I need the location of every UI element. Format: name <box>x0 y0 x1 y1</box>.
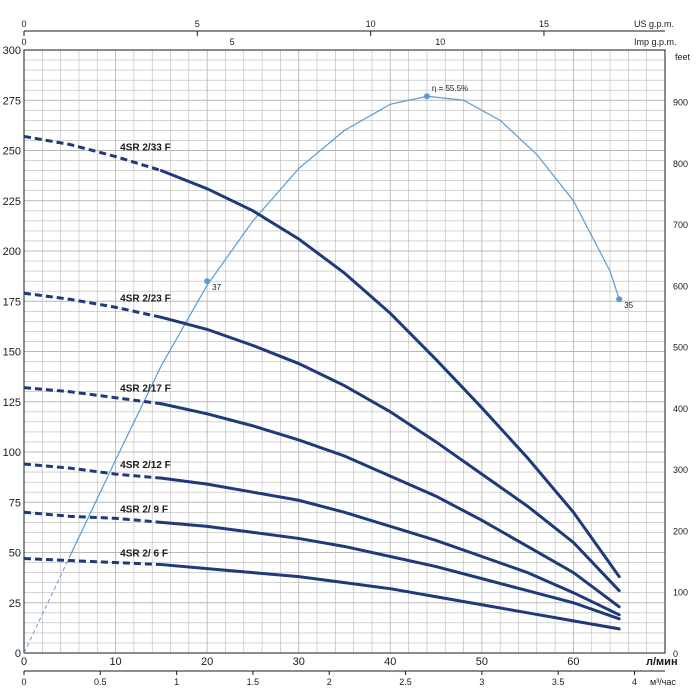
efficiency-curve-dashed <box>23 556 71 654</box>
feet-tick-label: 300 <box>673 465 688 475</box>
plot-frame <box>23 49 666 654</box>
m3h-tick-label: 2.5 <box>399 677 412 687</box>
feet-tick-label: 800 <box>673 159 688 169</box>
us-gpm-tick-label: 10 <box>366 19 376 29</box>
m3h-tick-label: 3 <box>479 677 484 687</box>
pump-curve-dashed <box>23 557 162 567</box>
y-tick-label: 50 <box>9 548 21 560</box>
efficiency-curve <box>69 95 620 557</box>
feet-tick-label: 700 <box>673 220 688 230</box>
us-gpm-tick-label: 5 <box>195 19 200 29</box>
m3h-tick-label: 2 <box>327 677 332 687</box>
y-tick-label: 25 <box>9 598 21 610</box>
pump-curve-label: 4SR 2/12 F <box>120 460 171 471</box>
m3h-tick-label: 1.5 <box>247 677 260 687</box>
us-gpm-tick-label: 15 <box>539 19 549 29</box>
m3h-tick-label: 0.5 <box>94 677 107 687</box>
y-tick-label: 100 <box>3 447 21 459</box>
pump-curve <box>159 520 621 621</box>
x-axis-label: л/мин <box>646 656 678 668</box>
feet-axis-label: feet <box>675 52 691 62</box>
pump-curve <box>159 315 621 593</box>
y-tick-label: 225 <box>3 196 21 208</box>
efficiency-marker <box>423 93 430 100</box>
y-tick-label: 275 <box>3 95 21 107</box>
x-tick-label: 60 <box>567 656 579 668</box>
feet-tick-label: 900 <box>673 98 688 108</box>
pump-curve-dashed <box>23 291 162 319</box>
y-tick-label: 75 <box>9 497 21 509</box>
pump-curve-label: 4SR 2/23 F <box>120 293 171 304</box>
imp-gpm-axis-label: Imp g.p.m. <box>634 37 677 47</box>
y-tick-label: 125 <box>3 397 21 409</box>
feet-tick-label: 500 <box>673 343 688 353</box>
pump-curve-label: 4SR 2/ 9 F <box>120 504 168 515</box>
pump-curve <box>159 563 621 631</box>
x-tick-label: 30 <box>293 656 305 668</box>
m3h-tick-label: 3.5 <box>552 677 565 687</box>
m3h-axis-label: м³/час <box>650 677 676 687</box>
pump-curve <box>159 169 621 579</box>
pump-curve-label: 4SR 2/17 F <box>120 384 171 395</box>
efficiency-marker-label: 35 <box>624 301 633 310</box>
feet-tick-label: 600 <box>673 281 688 291</box>
pump-curve-dashed <box>23 462 162 480</box>
grid-lines <box>23 49 666 654</box>
m3h-tick-label: 4 <box>632 677 637 687</box>
pump-curves-group: 4SR 2/33 F 4SR 2/23 F 4SR 2/17 F 4SR 2/12 F… <box>23 134 621 631</box>
y-tick-label: 0 <box>15 648 21 660</box>
feet-tick-label: 200 <box>673 526 688 536</box>
axis-labels: л/мин м³/час US g.p.m. Imp g.p.m. feet <box>634 19 691 687</box>
x-tick-label: 10 <box>109 656 121 668</box>
y-tick-label: 200 <box>3 246 21 258</box>
x-tick-label: 20 <box>201 656 213 668</box>
m3h-tick-label: 0 <box>21 677 26 687</box>
feet-tick-label: 100 <box>673 588 688 598</box>
efficiency-marker-label: η = 55.5% <box>432 84 468 93</box>
pump-curve-label: 4SR 2/33 F <box>120 143 171 154</box>
efficiency-marker <box>616 296 623 303</box>
pump-curve <box>159 402 621 609</box>
pump-curve-label: 4SR 2/ 6 F <box>120 549 168 560</box>
x-tick-label: 0 <box>21 656 27 668</box>
pump-curve-dashed <box>23 134 162 173</box>
us-gpm-axis-label: US g.p.m. <box>634 19 674 29</box>
x-tick-label: 50 <box>476 656 488 668</box>
pump-curve-dashed <box>23 510 162 524</box>
efficiency-marker <box>204 278 211 285</box>
pump-curve <box>159 476 621 617</box>
pump-curve-dashed <box>23 386 162 406</box>
y-tick-label: 250 <box>3 146 21 158</box>
efficiency-marker-label: 37 <box>212 283 221 292</box>
us-gpm-tick-label: 0 <box>21 19 26 29</box>
y-tick-label: 175 <box>3 296 21 308</box>
imp-gpm-tick-label: 10 <box>435 37 445 47</box>
m3h-tick-label: 1 <box>174 677 179 687</box>
y-tick-label: 300 <box>3 45 21 57</box>
x-tick-label: 40 <box>384 656 396 668</box>
feet-tick-label: 0 <box>673 649 678 659</box>
feet-tick-label: 400 <box>673 404 688 414</box>
y-tick-label: 150 <box>3 347 21 359</box>
efficiency-curve-group: 37 η = 55.5% 35 <box>23 84 634 654</box>
imp-gpm-tick-label: 5 <box>230 37 235 47</box>
imp-gpm-tick-label: 0 <box>21 37 26 47</box>
